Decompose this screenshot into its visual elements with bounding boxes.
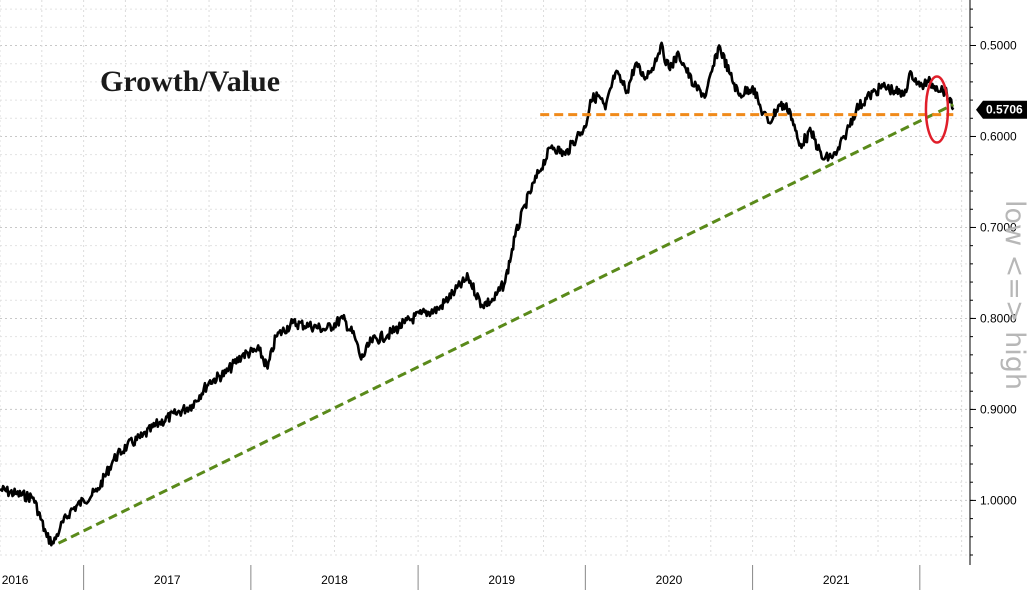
y-tick-label: 1.0000 [980,493,1017,507]
x-axis: 2016 2017 2018 2019 2020 2021 [2,565,921,590]
y-axis: 0.5000 0.6000 0.7000 0.8000 0.9000 1.0000 [969,0,1017,565]
x-tick-label: 2020 [656,573,683,587]
highlight-ellipse [924,75,950,144]
y-tick-label: 0.7000 [980,220,1017,234]
annotation-layer [924,75,950,144]
x-tick-label: 2019 [488,573,515,587]
x-tick-label: 2016 [2,573,29,587]
last-value-label: 0.5706 [986,103,1023,117]
y-tick-label: 0.8000 [980,311,1017,325]
x-tick-label: 2021 [823,573,850,587]
gridlines [0,0,970,556]
y-tick-label: 0.6000 [980,129,1017,143]
y-axis-annotation: low <=> high [999,200,1028,390]
last-value-badge-bg [976,100,1027,119]
x-tick-label: 2018 [321,573,348,587]
growth-value-line [0,41,955,547]
y-tick-label: 0.5000 [980,38,1017,52]
series-layer [0,41,955,547]
trend-line-green [57,103,954,545]
last-value-badge: 0.5706 [976,100,1027,119]
chart-title: Growth/Value [100,65,280,98]
x-tick-label: 2017 [154,573,181,587]
y-tick-label: 0.9000 [980,402,1017,416]
